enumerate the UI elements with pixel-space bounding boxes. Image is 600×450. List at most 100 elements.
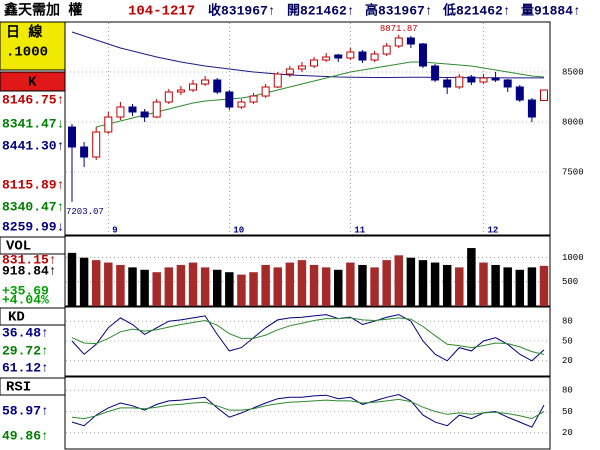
- candle-body: [334, 54, 343, 59]
- candle-body: [285, 68, 294, 75]
- candle-body: [310, 59, 319, 67]
- bar: [91, 260, 101, 306]
- bar: [285, 262, 295, 306]
- y-tick-label: 80: [562, 317, 573, 327]
- bar: [491, 264, 500, 306]
- indicator-value: +4.04%: [2, 292, 49, 307]
- candle-body: [128, 106, 137, 113]
- candle-body: [273, 73, 282, 88]
- header-quote: 開821462↑: [287, 3, 355, 18]
- kd-panel: [64, 306, 551, 377]
- candle-body: [92, 131, 101, 158]
- indicator-value: 831.15↑: [2, 252, 57, 267]
- annotation: 7203.07: [66, 207, 104, 217]
- x-tick-label: 10: [233, 225, 244, 235]
- line: [71, 317, 545, 355]
- indicator-value: +35.69: [2, 283, 49, 298]
- rsi-panel: [64, 376, 551, 450]
- y-tick-label: 20: [562, 356, 573, 366]
- candle-body: [394, 37, 403, 47]
- x-tick-label: 11: [354, 225, 365, 235]
- candle-body: [201, 79, 210, 85]
- bar: [309, 264, 319, 306]
- bar: [128, 267, 137, 306]
- line: [96, 61, 545, 128]
- candle-body: [140, 111, 149, 118]
- y-tick-label: 8500: [562, 67, 584, 77]
- line: [71, 398, 545, 420]
- candle-body: [225, 91, 234, 108]
- header-title: 鑫天需加 權: [3, 2, 82, 20]
- bar: [503, 267, 512, 306]
- indicator-value: 8259.99↓: [2, 219, 64, 234]
- bar: [249, 272, 258, 306]
- bar: [527, 267, 537, 306]
- candle-body: [213, 79, 222, 93]
- candle-body: [249, 95, 258, 103]
- bar: [212, 269, 222, 306]
- bar: [297, 260, 307, 306]
- candle-body: [104, 116, 113, 133]
- candle-body: [261, 86, 270, 97]
- header-quote: 低821462↑: [442, 2, 511, 18]
- panel-label: VOL: [6, 239, 31, 255]
- candle-body: [164, 91, 173, 103]
- header-date: 104-1217: [128, 4, 195, 20]
- candle-body: [80, 146, 89, 158]
- bar: [430, 262, 440, 306]
- indicator-value: 8115.89↑: [2, 177, 64, 192]
- candle-body: [491, 77, 500, 81]
- bar: [188, 262, 198, 306]
- panel-label: KD: [8, 310, 25, 326]
- candle-body: [467, 76, 476, 83]
- candle-body: [406, 37, 415, 45]
- candle-body: [322, 56, 331, 61]
- bar: [346, 262, 355, 306]
- line: [71, 314, 545, 362]
- y-tick-label: 80: [562, 386, 573, 396]
- candle-body: [176, 89, 185, 93]
- candle-body: [540, 89, 548, 102]
- bar: [455, 267, 464, 306]
- y-tick-label: 7500: [562, 167, 584, 177]
- candle-body: [358, 51, 367, 61]
- bar: [467, 248, 476, 306]
- bar: [273, 267, 282, 306]
- candle-body: [431, 65, 440, 81]
- bar: [442, 264, 452, 306]
- bar: [382, 260, 391, 306]
- y-tick-label: 500: [562, 277, 578, 287]
- bar: [261, 264, 270, 306]
- bar: [79, 257, 89, 306]
- indicator-value: 8146.75↑: [2, 92, 64, 107]
- candle-body: [455, 76, 464, 88]
- bar: [225, 272, 234, 306]
- x-tick-label: 9: [112, 225, 117, 235]
- x-tick-label: 12: [487, 225, 498, 235]
- candle-body: [116, 106, 125, 118]
- line: [71, 31, 544, 79]
- panel-label: K: [28, 75, 37, 91]
- indicator-value: 918.84↑: [2, 263, 57, 278]
- period-box: [0, 21, 66, 71]
- header-quote: 收831967↑: [208, 2, 276, 18]
- bar: [152, 272, 161, 306]
- y-tick-label: 50: [562, 336, 573, 346]
- bar: [418, 260, 428, 306]
- bar: [358, 264, 367, 306]
- candle-body: [346, 51, 355, 59]
- bar: [200, 267, 210, 306]
- header-quote: 量91884↑: [521, 3, 581, 18]
- candle-body: [297, 65, 306, 70]
- indicator-value: 61.12↑: [2, 360, 49, 375]
- indicator-value: 8441.30↑: [2, 138, 64, 153]
- candle-body: [237, 101, 246, 108]
- indicator-value: 36.48↑: [2, 325, 49, 340]
- bar: [406, 257, 416, 306]
- bar: [479, 262, 488, 306]
- indicator-value: 29.72↑: [2, 343, 49, 358]
- y-tick-label: 1000: [562, 253, 584, 263]
- bar: [237, 274, 246, 306]
- candle-body: [527, 99, 536, 118]
